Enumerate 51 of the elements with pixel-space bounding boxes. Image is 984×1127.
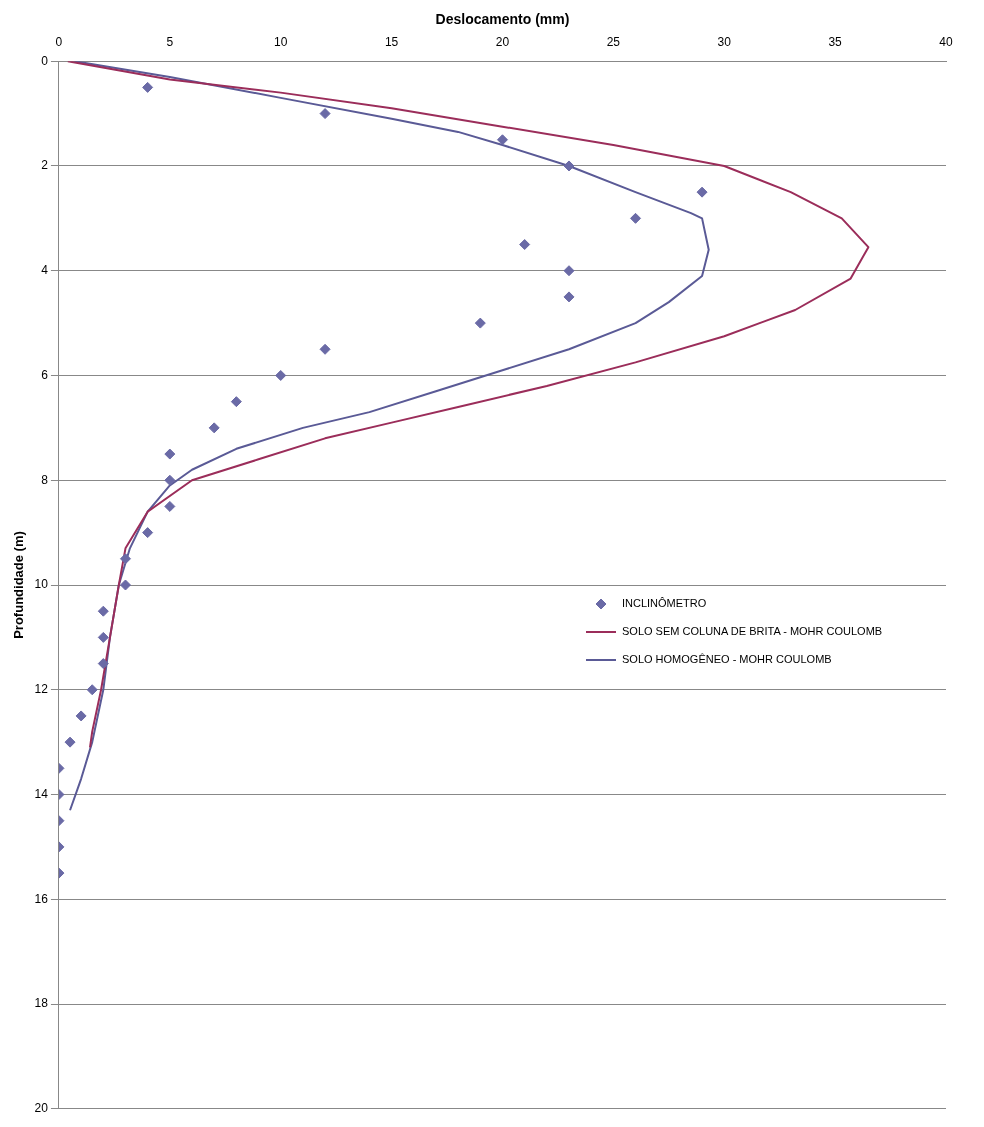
point <box>119 553 131 565</box>
point <box>142 81 154 93</box>
point <box>474 317 486 329</box>
y-tick-label: 10 <box>34 577 49 592</box>
point <box>164 474 176 486</box>
legend-label: INCLINÔMETRO <box>622 597 707 609</box>
x-tick-label: 25 <box>606 35 621 50</box>
point <box>319 108 331 120</box>
point <box>86 684 98 696</box>
y-tick-label: 14 <box>34 786 49 801</box>
y-tick-label: 2 <box>41 158 49 173</box>
x-tick-label: 15 <box>384 35 399 50</box>
y-tick-label: 20 <box>34 1101 49 1116</box>
x-tick-label: 35 <box>828 35 843 50</box>
y-tick-label: 8 <box>41 472 49 487</box>
x-tick-label: 0 <box>55 35 63 50</box>
point <box>164 448 176 460</box>
y-tick-label: 18 <box>34 996 49 1011</box>
point <box>230 396 242 408</box>
point <box>519 239 531 251</box>
point <box>496 134 508 146</box>
y-tick-label: 6 <box>41 367 49 382</box>
legend-label: SOLO SEM COLUNA DE BRITA - MOHR COULOMB <box>622 625 883 637</box>
point <box>75 710 87 722</box>
x-tick-label: 10 <box>274 35 288 50</box>
point <box>64 736 76 748</box>
point <box>142 527 154 539</box>
point <box>164 500 176 512</box>
y-tick-label: 0 <box>41 53 49 68</box>
point <box>97 658 109 670</box>
point <box>97 605 109 617</box>
point <box>696 186 708 198</box>
point <box>119 579 131 591</box>
point <box>563 160 575 172</box>
y-tick-label: 12 <box>34 682 49 697</box>
x-tick-label: 30 <box>717 35 732 50</box>
x-tick-label: 20 <box>495 35 510 50</box>
point <box>97 631 109 643</box>
point <box>319 343 331 355</box>
x-tick-label: 5 <box>166 35 174 50</box>
point <box>563 291 575 303</box>
y-tick-label: 4 <box>41 263 49 278</box>
y-tick-label: 16 <box>34 891 49 906</box>
point <box>630 212 642 224</box>
x-axis-title: Deslocamento (mm) <box>435 11 570 28</box>
point <box>208 422 220 434</box>
point <box>563 265 575 277</box>
legend-label: SOLO HOMOGÊNEO - MOHR COULOMB <box>622 653 832 665</box>
point <box>275 369 287 381</box>
x-tick-label: 40 <box>939 35 953 50</box>
y-axis-title: Profundidade (m) <box>11 531 27 639</box>
